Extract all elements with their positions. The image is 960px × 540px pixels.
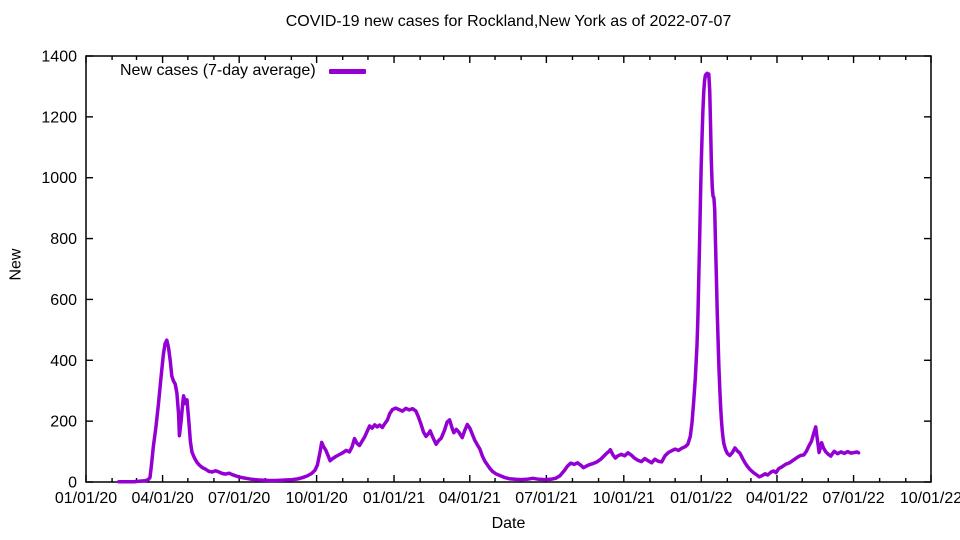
svg-text:1400: 1400 [41, 49, 77, 66]
svg-text:01/01/20: 01/01/20 [55, 490, 117, 507]
svg-text:400: 400 [50, 353, 77, 370]
svg-text:600: 600 [50, 292, 77, 309]
svg-text:200: 200 [50, 414, 77, 431]
svg-text:04/01/21: 04/01/21 [439, 490, 501, 507]
svg-text:07/01/20: 07/01/20 [208, 490, 270, 507]
svg-text:04/01/20: 04/01/20 [131, 490, 193, 507]
svg-text:800: 800 [50, 231, 77, 248]
svg-text:01/01/21: 01/01/21 [363, 490, 425, 507]
svg-text:1000: 1000 [41, 170, 77, 187]
svg-text:01/01/22: 01/01/22 [670, 490, 732, 507]
svg-text:07/01/21: 07/01/21 [515, 490, 577, 507]
svg-text:10/01/21: 10/01/21 [593, 490, 655, 507]
legend: New cases (7-day average) [120, 62, 366, 80]
y-axis-label: New [7, 248, 25, 281]
legend-entry-label: New cases (7-day average) [120, 62, 316, 79]
svg-text:10/01/20: 10/01/20 [285, 490, 347, 507]
svg-text:07/01/22: 07/01/22 [822, 490, 884, 507]
svg-text:0: 0 [68, 475, 77, 492]
legend-line-swatch [328, 68, 366, 74]
x-axis-label: Date [491, 515, 526, 532]
svg-text:1200: 1200 [41, 109, 77, 126]
chart-title: COVID-19 new cases for Rockland,New York… [285, 13, 732, 30]
svg-text:10/01/22: 10/01/22 [900, 490, 960, 507]
svg-text:04/01/22: 04/01/22 [746, 490, 808, 507]
